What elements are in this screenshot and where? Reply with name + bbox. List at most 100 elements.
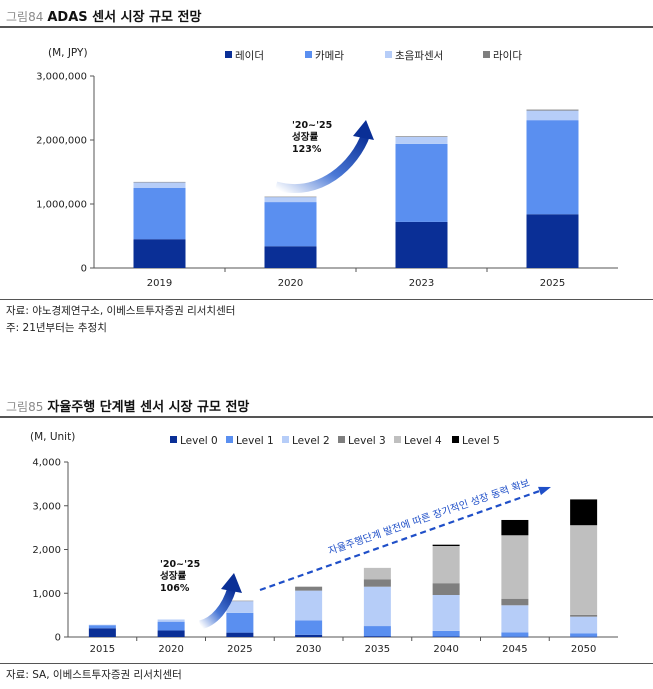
bar-2020-series-2 <box>264 202 317 247</box>
bar-2040-series-2 <box>432 630 460 637</box>
legend-label-4: Level 3 <box>348 435 386 447</box>
bar-2030-series-4 <box>295 586 323 591</box>
bar-2023-series-4 <box>395 136 448 137</box>
growth-annotation-line: 성장률 <box>292 131 318 143</box>
growth-annotation-line: 성장률 <box>160 570 186 582</box>
x-tick-label: 2025 <box>540 278 565 289</box>
bar-2045-series-6 <box>501 519 529 536</box>
x-tick-label: 2050 <box>571 644 596 655</box>
y-tick-label: 3,000 <box>32 501 61 512</box>
bar-2035-series-3 <box>363 586 391 627</box>
growth-arrow-body <box>274 132 371 193</box>
unit-label: (M, Unit) <box>30 431 75 443</box>
growth-annotation-line: '20~'25 <box>292 120 332 131</box>
bar-2030-series-2 <box>295 620 323 635</box>
bar-2035-series-5 <box>363 567 391 580</box>
bar-2050-series-5 <box>570 525 598 615</box>
y-tick-label: 0 <box>81 264 87 275</box>
bar-2023-series-1 <box>395 221 448 268</box>
legend-swatch-5 <box>394 436 401 443</box>
x-tick-label: 2020 <box>278 278 303 289</box>
legend-swatch-2 <box>305 51 312 58</box>
bar-2025-series-2 <box>526 120 579 215</box>
figure-85-top-rule <box>0 416 653 418</box>
bar-2019-series-1 <box>133 239 186 268</box>
figure-85-title: 그림85 자율주행 단계별 센서 시장 규모 전망 <box>6 396 249 415</box>
legend-swatch-3 <box>282 436 289 443</box>
legend-swatch-2 <box>226 436 233 443</box>
bar-2019-series-4 <box>133 181 186 183</box>
bar-2050-series-2 <box>570 633 598 637</box>
bar-2025-series-2 <box>226 612 254 633</box>
legend-swatch-4 <box>338 436 345 443</box>
figure-85-title-text: 자율주행 단계별 센서 시장 규모 전망 <box>47 400 250 415</box>
bar-2035-series-1 <box>363 636 391 637</box>
legend-swatch-6 <box>452 436 459 443</box>
bar-2050-series-4 <box>570 614 598 617</box>
growth-annotation-line: 123% <box>292 144 322 155</box>
bar-2035-series-4 <box>363 579 391 587</box>
bar-2045-series-3 <box>501 605 529 633</box>
legend-swatch-1 <box>225 51 232 58</box>
bar-2040-series-6 <box>432 544 460 546</box>
figure-84-top-rule <box>0 26 653 28</box>
bar-2030-series-1 <box>295 634 323 637</box>
legend-label-3: 초음파센서 <box>395 50 443 62</box>
bar-2035-series-2 <box>363 626 391 637</box>
y-tick-label: 4,000 <box>32 458 61 469</box>
growth-annotation-line: '20~'25 <box>160 559 200 570</box>
bar-2025-series-4 <box>526 109 579 111</box>
growth-arrow-body <box>198 586 237 630</box>
figure-84-title-text: ADAS 센서 시장 규모 전망 <box>47 10 202 25</box>
bar-2025-series-3 <box>226 601 254 613</box>
legend-swatch-1 <box>170 436 177 443</box>
bar-2015-series-3 <box>88 624 116 626</box>
figure-85-bottom-rule <box>0 663 653 664</box>
unit-label: (M, JPY) <box>48 47 88 59</box>
bar-2020-series-3 <box>264 196 317 203</box>
bar-2023-series-2 <box>395 143 448 222</box>
bar-2045-series-4 <box>501 598 529 606</box>
growth-arrow-head <box>353 120 374 140</box>
figure-84-bottom-rule <box>0 299 653 300</box>
x-tick-label: 2020 <box>158 644 183 655</box>
bar-2045-series-5 <box>501 535 529 599</box>
bar-2025-series-1 <box>526 214 579 268</box>
x-tick-label: 2025 <box>227 644 252 655</box>
x-tick-label: 2030 <box>296 644 321 655</box>
y-tick-label: 0 <box>55 633 61 644</box>
legend-swatch-3 <box>385 51 392 58</box>
figure-84-source: 자료: 야노경제연구소, 이베스트투자증권 리서치센터 <box>6 305 236 317</box>
figure-84-title: 그림84 ADAS 센서 시장 규모 전망 <box>6 6 201 25</box>
bar-2050-series-3 <box>570 616 598 634</box>
y-tick-label: 1,000 <box>32 589 61 600</box>
figure-85-number: 그림85 <box>6 400 44 414</box>
bar-2020-series-1 <box>157 630 185 637</box>
bar-2019-series-3 <box>133 182 186 188</box>
x-tick-label: 2023 <box>409 278 434 289</box>
legend-label-2: 카메라 <box>315 50 344 62</box>
x-tick-label: 2019 <box>147 278 172 289</box>
x-tick-label: 2045 <box>502 644 527 655</box>
legend-label-4: 라이다 <box>493 50 522 62</box>
bar-2025-series-1 <box>226 632 254 637</box>
legend-label-5: Level 4 <box>404 435 442 447</box>
bar-2040-series-4 <box>432 583 460 595</box>
legend-swatch-4 <box>483 51 490 58</box>
growth-annotation-line: 106% <box>160 583 190 594</box>
legend-label-6: Level 5 <box>462 435 500 447</box>
growth-arrow-head <box>221 573 242 593</box>
bar-2050-series-1 <box>570 636 598 638</box>
bar-2045-series-2 <box>501 632 529 637</box>
bar-2023-series-3 <box>395 136 448 144</box>
bar-2045-series-1 <box>501 636 529 638</box>
x-tick-label: 2015 <box>90 644 115 655</box>
y-tick-label: 2,000 <box>32 545 61 556</box>
trend-label: 자율주행단계 발전에 따른 장기적인 성장 동력 확보 <box>327 477 532 557</box>
bar-2020-series-1 <box>264 246 317 268</box>
bar-2020-series-2 <box>157 621 185 631</box>
bar-2040-series-1 <box>432 636 460 638</box>
bar-2040-series-3 <box>432 595 460 631</box>
y-tick-label: 3,000,000 <box>36 72 87 83</box>
figure-84-number: 그림84 <box>6 10 44 24</box>
